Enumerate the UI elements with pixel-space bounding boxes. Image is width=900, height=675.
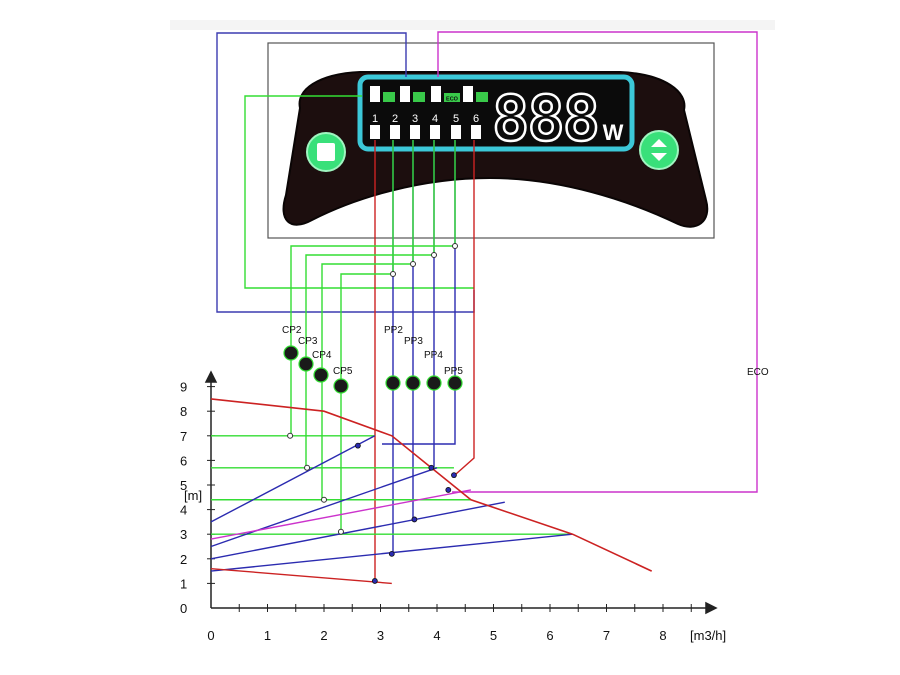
- pp-point: [354, 442, 361, 449]
- cp-point: [337, 528, 344, 535]
- pp-icons: [385, 375, 463, 391]
- panel-frame: [267, 42, 715, 239]
- chart-axes: [204, 370, 718, 615]
- x-tick-1: 1: [264, 628, 271, 643]
- wire-eco: [437, 31, 758, 493]
- x-ticks: 0 1 2 3 4 5 6 7 8: [207, 604, 692, 643]
- junctions: [390, 243, 458, 277]
- x-tick-4: 4: [433, 628, 440, 643]
- pp-point: [445, 487, 452, 493]
- pp-curve-line: [210, 467, 438, 548]
- cp-labels: CP2 CP3 CP4 CP5: [282, 325, 353, 377]
- cp3-label: CP3: [298, 336, 318, 347]
- wire-cp4: [321, 263, 413, 501]
- segment-number-1: 1: [372, 113, 378, 125]
- max-curve: [210, 398, 653, 572]
- y-tick-8: 8: [180, 404, 187, 419]
- x-tick-5: 5: [490, 628, 497, 643]
- cp-icons: [283, 345, 349, 394]
- y-tick-5: 5: [180, 478, 187, 493]
- pp2-label: PP2: [384, 325, 403, 336]
- y-tick-7: 7: [180, 429, 187, 444]
- pp5-label: PP5: [444, 366, 463, 377]
- pp-curve-line: [210, 501, 505, 560]
- y-tick-4: 4: [180, 503, 187, 518]
- y-tick-3: 3: [180, 527, 187, 542]
- power-digits: 888: [492, 82, 598, 155]
- x-tick-0: 0: [207, 628, 214, 643]
- cp4-label: CP4: [312, 350, 332, 361]
- x-tick-6: 6: [546, 628, 553, 643]
- segment-number-5: 5: [453, 113, 459, 125]
- segment-number-4: 4: [432, 113, 438, 125]
- segment-number-2: 2: [392, 113, 398, 125]
- chart-curves: [210, 398, 653, 585]
- cp4-icon: [313, 367, 329, 383]
- pp3-label: PP3: [404, 336, 423, 347]
- y-ticks: 0 1 2 3 4 5 6 7 8 9: [180, 380, 215, 616]
- pp-labels: PP2 PP3 PP4 PP5: [384, 325, 463, 377]
- right-updown-button[interactable]: [639, 130, 679, 170]
- x-unit-label: [m3/h]: [690, 628, 726, 643]
- up-down-arrow-icon: [651, 139, 667, 161]
- eco-label: ECO: [747, 367, 769, 378]
- wire-cp3: [305, 254, 434, 470]
- mode-indicators-top: ECO: [370, 86, 488, 103]
- segment-number-3: 3: [412, 113, 418, 125]
- x-tick-7: 7: [603, 628, 610, 643]
- y-tick-6: 6: [180, 453, 187, 468]
- x-tick-8: 8: [659, 628, 666, 643]
- pp3-icon: [405, 375, 421, 391]
- lcd-display: [357, 74, 635, 152]
- pp2-icon: [385, 375, 401, 391]
- segment-number-6: 6: [473, 113, 479, 125]
- power-unit: W: [603, 120, 624, 145]
- cp5-icon: [333, 378, 349, 394]
- pp-point: [411, 516, 418, 523]
- y-tick-2: 2: [180, 552, 187, 567]
- left-mode-button[interactable]: [306, 132, 346, 172]
- eco-badge: ECO: [446, 97, 459, 103]
- wire-green-outer: [244, 95, 474, 289]
- pp4-icon: [426, 375, 442, 391]
- wire-cp2: [290, 245, 455, 435]
- cp-point: [304, 464, 311, 471]
- wire-cp5: [340, 273, 393, 533]
- y-unit-label: [m]: [184, 488, 202, 503]
- pp-point: [451, 472, 457, 479]
- y-tick-0: 0: [180, 601, 187, 616]
- cp5-label: CP5: [333, 366, 353, 377]
- pp-curve-line: [210, 435, 376, 523]
- cp3-icon: [298, 356, 314, 372]
- pp-point: [388, 550, 395, 557]
- x-tick-3: 3: [377, 628, 384, 643]
- segment-bars: [370, 125, 481, 139]
- x-tick-2: 2: [320, 628, 327, 643]
- pp4-label: PP4: [424, 350, 443, 361]
- wire-red: [455, 140, 475, 475]
- min-curve: [210, 567, 392, 585]
- y-tick-1: 1: [180, 576, 187, 591]
- square-icon: [317, 143, 335, 161]
- wiring: [216, 31, 758, 578]
- pp-point: [428, 464, 435, 471]
- cp2-icon: [283, 345, 299, 361]
- cp2-label: CP2: [282, 325, 302, 336]
- top-band: [170, 20, 775, 30]
- cp-point: [287, 432, 294, 439]
- cp-point: [321, 496, 327, 503]
- pp5-icon: [447, 375, 463, 391]
- segment-numbers: 1 2 3 4 5 6: [372, 113, 479, 125]
- y-tick-9: 9: [180, 380, 187, 395]
- eco-curve-line: [210, 489, 472, 540]
- pp-point: [371, 578, 378, 584]
